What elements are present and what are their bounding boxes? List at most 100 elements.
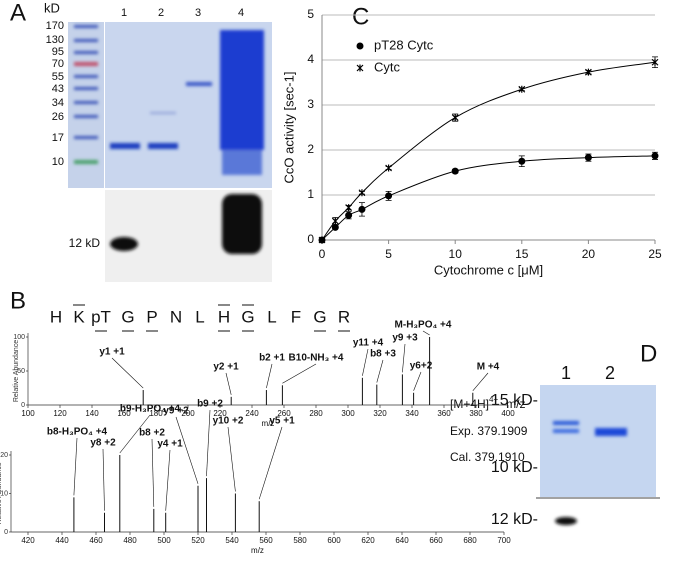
leader [402, 343, 406, 373]
x-tick-label: 320 [373, 409, 387, 418]
x-tick-label: 140 [85, 409, 99, 418]
x-tick-label: 0 [319, 247, 326, 261]
leader [119, 414, 151, 454]
residue: K [73, 307, 85, 326]
lane-label: 1 [121, 7, 127, 19]
peak-label: y1 +1 [99, 347, 125, 358]
peak-label: b2 +1 [259, 353, 285, 364]
peak-label: y9 +2 [163, 406, 189, 417]
x-tick-label: 120 [53, 409, 67, 418]
leader [472, 372, 489, 391]
residue: G [121, 307, 134, 326]
x-tick-label: 500 [157, 536, 171, 545]
legend-label: pT28 Cytc [374, 37, 434, 52]
ion-label: [M+4H]4+ m/z [450, 395, 525, 411]
y-tick-label: 0 [307, 232, 314, 246]
x-tick-label: 440 [55, 536, 69, 545]
marker-bands [74, 25, 98, 164]
point [451, 114, 459, 122]
residue: R [338, 307, 350, 326]
x-tick-label: 520 [191, 536, 205, 545]
x-tick-label: 640 [395, 536, 409, 545]
leader [227, 426, 236, 492]
x-tick-label: 10 [449, 247, 463, 261]
lane-label: 4 [238, 7, 244, 19]
x-tick-label: 220 [213, 409, 227, 418]
x-tick-label: 20 [582, 247, 596, 261]
marker-label: 17 [52, 132, 64, 144]
legend-label: Cytc [374, 59, 401, 74]
panel-label: B [10, 287, 26, 314]
x-tick-label: 680 [463, 536, 477, 545]
leader [362, 348, 369, 376]
leader [73, 437, 78, 496]
gel-d [536, 385, 660, 525]
x-tick-label: 460 [89, 536, 103, 545]
y-axis-label: Relative Abundance [13, 340, 20, 402]
peak-label: y11 +4 [353, 338, 384, 349]
x-tick-label: 540 [225, 536, 239, 545]
leader [175, 416, 199, 484]
lane-label: 1 [561, 363, 571, 383]
residue: G [313, 307, 326, 326]
y-tick-label: 50 [17, 368, 25, 375]
y-axis-label: Relative Abundance [0, 462, 3, 524]
marker-label: 130 [46, 34, 64, 46]
x-tick-label: 25 [648, 247, 662, 261]
residue: P [146, 307, 157, 326]
leader [266, 363, 273, 389]
residue: N [170, 307, 182, 326]
panel-label: A [10, 0, 26, 26]
x-tick-label: 400 [501, 409, 515, 418]
x-tick-label: 580 [293, 536, 307, 545]
lane-label: 2 [605, 363, 615, 383]
residue: F [291, 307, 301, 326]
x-tick-label: 660 [429, 536, 443, 545]
lane-label: 3 [195, 7, 201, 19]
sample-bands [553, 421, 627, 436]
leader [111, 357, 144, 389]
leader [413, 371, 422, 391]
leader [206, 409, 211, 477]
peak-label: y9 +3 [392, 333, 418, 344]
y-tick-label: 4 [307, 52, 314, 66]
y-tick-label: 0 [21, 402, 25, 409]
point [345, 204, 353, 212]
y-tick-label: 100 [13, 334, 25, 341]
point [385, 164, 393, 172]
peak-label: M +4 [477, 362, 500, 373]
lane-label: 2 [158, 7, 164, 19]
x-tick-label: 560 [259, 536, 273, 545]
x-axis-label: m/z [262, 419, 275, 428]
y-tick-label: 20 [0, 452, 8, 459]
x-axis-label: m/z [251, 546, 264, 555]
peak-label: b9 +2 [197, 399, 223, 410]
point [518, 157, 526, 165]
point [331, 217, 339, 225]
ion-formula: [M+4H] [450, 397, 489, 411]
x-axis-label: Cytochrome c [μM] [434, 262, 543, 277]
exp-mass: Exp. 379.1909 [450, 424, 528, 438]
point [518, 85, 526, 93]
leader [422, 330, 430, 336]
x-tick-label: 5 [385, 247, 392, 261]
leader [151, 438, 155, 507]
marker-label: 43 [52, 83, 64, 95]
x-tick-label: 15 [515, 247, 529, 261]
leader [258, 426, 283, 500]
fit-line [321, 61, 656, 241]
marker-label: 15 kD- [491, 392, 538, 409]
leader [376, 359, 384, 383]
y-tick-label: 0 [4, 529, 8, 536]
x-tick-label: 180 [149, 409, 163, 418]
marker-label: 10 [52, 156, 64, 168]
peak-label: y8 +2 [90, 438, 116, 449]
ion-unit: m/z [506, 397, 525, 411]
panel-label: D [640, 340, 657, 367]
legend-marker [356, 42, 364, 50]
point [651, 58, 659, 66]
x-tick-label: 700 [497, 536, 511, 545]
x-tick-label: 380 [469, 409, 483, 418]
sample-bands [110, 30, 264, 175]
